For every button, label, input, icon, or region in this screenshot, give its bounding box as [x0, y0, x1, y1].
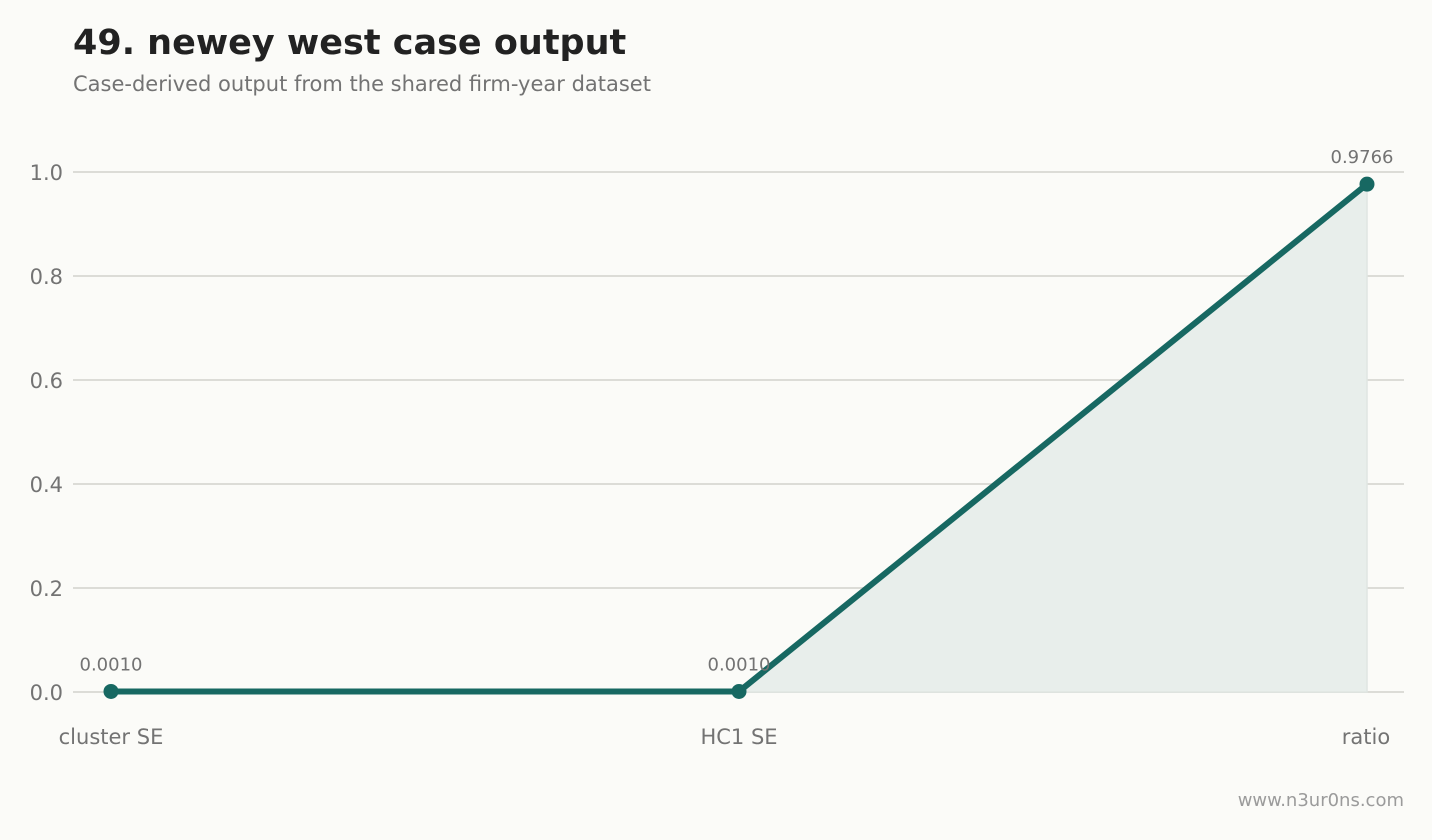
- y-tick-label: 0.0: [30, 681, 63, 705]
- chart-subtitle: Case-derived output from the shared firm…: [73, 72, 651, 96]
- y-tick-label: 0.6: [30, 369, 63, 393]
- data-point: [1359, 176, 1375, 192]
- data-points: [103, 176, 1375, 699]
- x-tick-label: ratio: [1342, 725, 1390, 749]
- chart-title: 49. newey west case output: [73, 23, 627, 63]
- data-label: 0.0010: [708, 654, 771, 675]
- y-tick-label: 0.4: [30, 473, 63, 497]
- y-tick-label: 1.0: [30, 161, 63, 185]
- x-tick-label: HC1 SE: [700, 725, 777, 749]
- y-axis-ticks: 0.0 0.2 0.4 0.6 0.8 1.0: [30, 161, 63, 705]
- y-tick-label: 0.8: [30, 265, 63, 289]
- data-label: 0.0010: [80, 654, 143, 675]
- data-point: [731, 683, 747, 699]
- data-point: [103, 683, 119, 699]
- y-tick-label: 0.2: [30, 577, 63, 601]
- data-labels: 0.0010 0.0010 0.9766: [80, 147, 1394, 675]
- x-axis-ticks: cluster SE HC1 SE ratio: [59, 725, 1391, 749]
- data-label: 0.9766: [1331, 147, 1394, 168]
- watermark: www.n3ur0ns.com: [1237, 790, 1404, 811]
- x-tick-label: cluster SE: [59, 725, 164, 749]
